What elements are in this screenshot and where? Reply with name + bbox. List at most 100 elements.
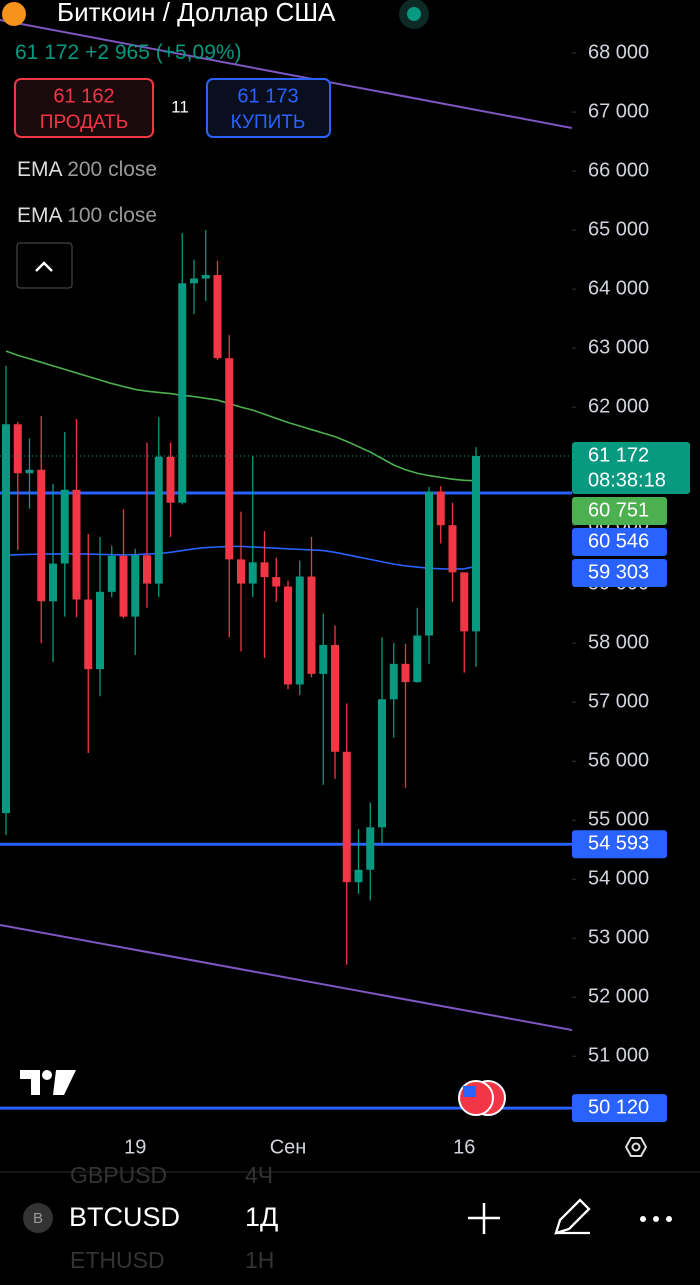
sell-button[interactable]: 61 162 ПРОДАТЬ [14, 78, 154, 138]
more-icon[interactable] [640, 1216, 672, 1222]
candle-body [460, 572, 469, 632]
symbol-icon-bg[interactable] [23, 1203, 53, 1233]
indicator-params: 200 close [67, 158, 157, 181]
logo-part [53, 1070, 76, 1095]
ema-line [5, 350, 477, 482]
tv-logo [20, 1070, 76, 1095]
y-tick-label: 51 000 [588, 1045, 649, 1067]
price-badge [572, 528, 667, 557]
indicator-name: EMA [17, 204, 63, 227]
dot[interactable] [666, 1216, 672, 1222]
candle-body [319, 644, 328, 674]
buy-label[interactable]: КУПИТЬ [231, 112, 306, 133]
settings-icon[interactable] [624, 1137, 648, 1157]
y-tick-label: 62 000 [588, 395, 649, 417]
symbol-title: Биткоин / Доллар США [57, 0, 336, 27]
price-badge-label: 60 546 [588, 530, 649, 552]
y-tick-label: 68 000 [588, 41, 649, 63]
indicator-legend: EMA 200 close [17, 158, 157, 181]
candle-body [84, 599, 93, 670]
x-tick-label: 16 [453, 1136, 475, 1158]
candle-body [96, 591, 104, 670]
collapse-button[interactable] [16, 242, 73, 289]
dot[interactable] [653, 1216, 659, 1222]
candle-body [331, 644, 339, 752]
price-badge [572, 497, 667, 526]
candle-body [178, 283, 187, 503]
indicator-legend: EMA 100 close [17, 204, 157, 227]
candle-body [143, 555, 151, 584]
candle-body [354, 869, 363, 883]
y-tick-label: 57 000 [588, 690, 649, 712]
candle-body [272, 577, 281, 587]
candle-body [213, 274, 222, 359]
price-badges: 61 172 08:38:18 60 751 60 546 59 303 54 593 50… [572, 442, 690, 1123]
candle-body [436, 491, 445, 526]
y-tick-label: 58 000 [588, 631, 649, 653]
dot[interactable] [640, 1216, 646, 1222]
change: +2 965 [85, 41, 150, 64]
collapse-box[interactable] [16, 242, 73, 289]
candle-body [448, 525, 457, 573]
buy-button[interactable]: 61 173 КУПИТЬ [206, 78, 331, 138]
candle-body [389, 663, 398, 700]
chevron-up[interactable] [35, 261, 53, 272]
last-price: 61 172 [15, 41, 79, 64]
sell-price[interactable]: 61 162 [53, 85, 114, 107]
candle-body [366, 827, 375, 870]
interval[interactable]: 1Д [245, 1202, 278, 1232]
candle-body [472, 456, 480, 632]
add-icon[interactable] [468, 1203, 500, 1234]
event-icon[interactable] [458, 1080, 506, 1116]
flag-canton [463, 1086, 476, 1097]
y-tick-label: 53 000 [588, 927, 649, 949]
candle-body [201, 274, 210, 279]
bottom-bar [0, 1186, 700, 1252]
candle-body [25, 469, 34, 474]
candle-body [401, 663, 410, 683]
hexagon[interactable] [624, 1137, 648, 1157]
y-tick-label: 64 000 [588, 277, 649, 299]
ghost-interval: 4Ч [245, 1162, 273, 1188]
candle-body [284, 586, 292, 685]
draw-icon[interactable] [554, 1198, 591, 1235]
price-badge-label: 60 751 [588, 499, 649, 521]
sell-box[interactable] [14, 78, 154, 138]
price-badge [572, 442, 690, 495]
logo-part [20, 1070, 40, 1095]
candle-body [237, 559, 245, 584]
candle-body [166, 456, 175, 503]
y-tick-label: 65 000 [588, 218, 649, 240]
indicator-name: EMA [17, 158, 63, 181]
candle-body [260, 562, 269, 578]
price-badge-label: 59 303 [588, 561, 649, 583]
symbol-icon[interactable]: B [33, 1210, 43, 1227]
y-tick-label: 54 000 [588, 867, 649, 889]
indicator-params: 100 close [67, 204, 157, 227]
price-badge [572, 559, 667, 588]
candle-body [107, 555, 116, 592]
status-dot [407, 7, 421, 21]
candle-body [13, 424, 22, 474]
candle-body [425, 491, 433, 636]
candle-body [413, 635, 422, 683]
change-pct: (+5,09%) [156, 41, 242, 64]
candle-body [378, 699, 386, 828]
x-tick-label: 19 [124, 1136, 146, 1158]
y-tick-label: 66 000 [588, 159, 649, 181]
sell-label[interactable]: ПРОДАТЬ [40, 112, 128, 133]
buy-box[interactable] [206, 78, 331, 138]
time-axis: 19 Сен 16 [124, 1136, 475, 1158]
trend-line [0, 924, 572, 1031]
candle-body [119, 555, 128, 617]
candle-body [131, 555, 140, 617]
price-badge-label: 61 172 [588, 444, 649, 466]
hexagon-dot[interactable] [631, 1142, 641, 1152]
symbol[interactable]: BTCUSD [69, 1202, 180, 1232]
buy-price[interactable]: 61 173 [237, 85, 298, 107]
candle-body [295, 576, 304, 685]
price-badge-label: 08:38:18 [588, 469, 666, 491]
y-tick-label: 63 000 [588, 336, 649, 358]
logo-part [42, 1070, 52, 1080]
